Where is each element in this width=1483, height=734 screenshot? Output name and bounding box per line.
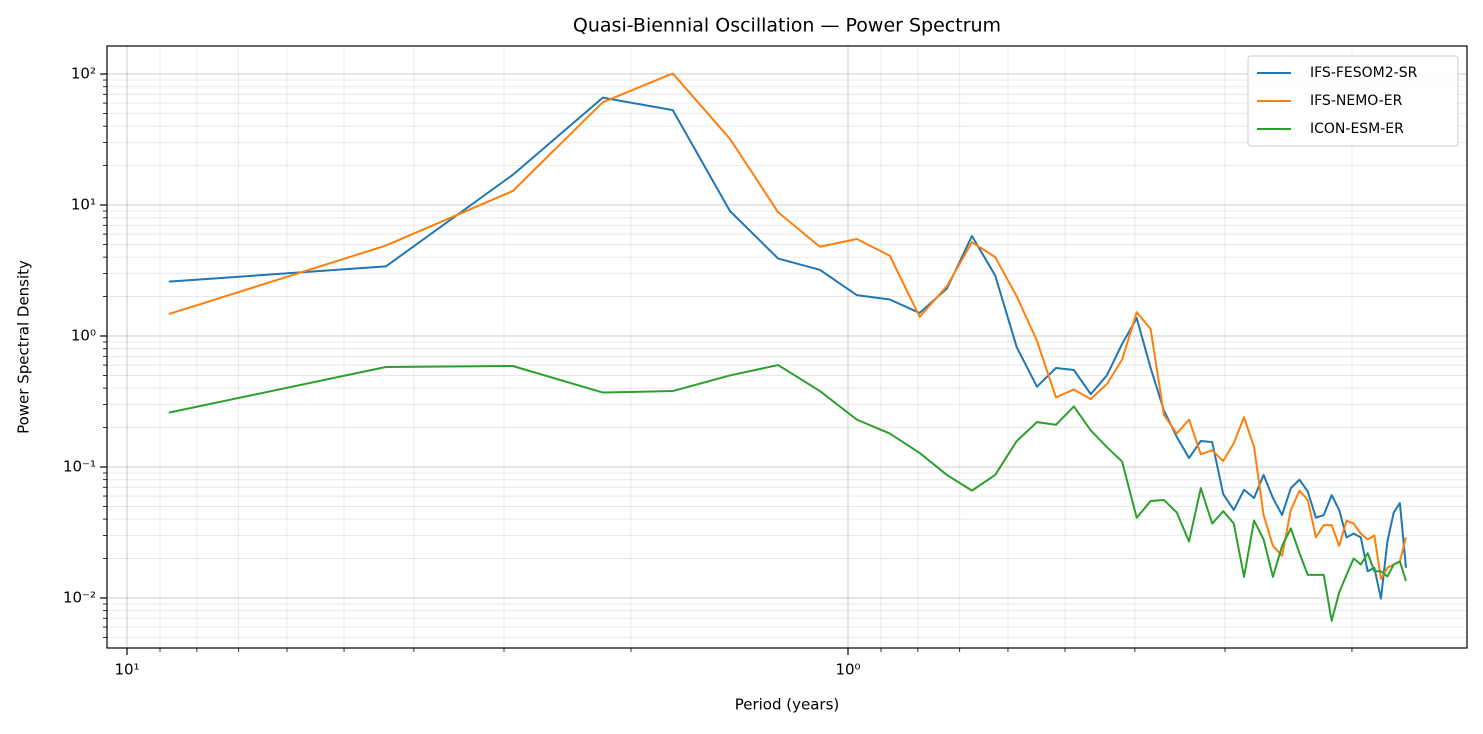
- x-tick-label: 10⁰: [835, 661, 860, 679]
- series-line: [168, 364, 1407, 622]
- legend-label: ICON-ESM-ER: [1310, 121, 1404, 137]
- x-axis-label: Period (years): [735, 696, 840, 714]
- y-tick-label: 10²: [71, 65, 96, 83]
- legend-box: [1247, 55, 1459, 147]
- legend-label: IFS-FESOM2-SR: [1310, 65, 1418, 81]
- y-tick-label: 10⁻¹: [63, 457, 96, 475]
- y-tick-label: 10⁻²: [63, 588, 96, 606]
- chart-title: Quasi-Biennial Oscillation — Power Spect…: [573, 15, 1001, 37]
- series-line: [168, 96, 1407, 600]
- series-line: [168, 72, 1407, 580]
- legend-label: IFS-NEMO-ER: [1310, 93, 1403, 109]
- y-tick-label: 10⁰: [71, 327, 96, 345]
- plot-frame: [106, 45, 1468, 649]
- x-tick-label: 10¹: [114, 661, 139, 679]
- y-axis-label: Power Spectral Density: [15, 260, 33, 434]
- y-tick-label: 10¹: [71, 196, 96, 214]
